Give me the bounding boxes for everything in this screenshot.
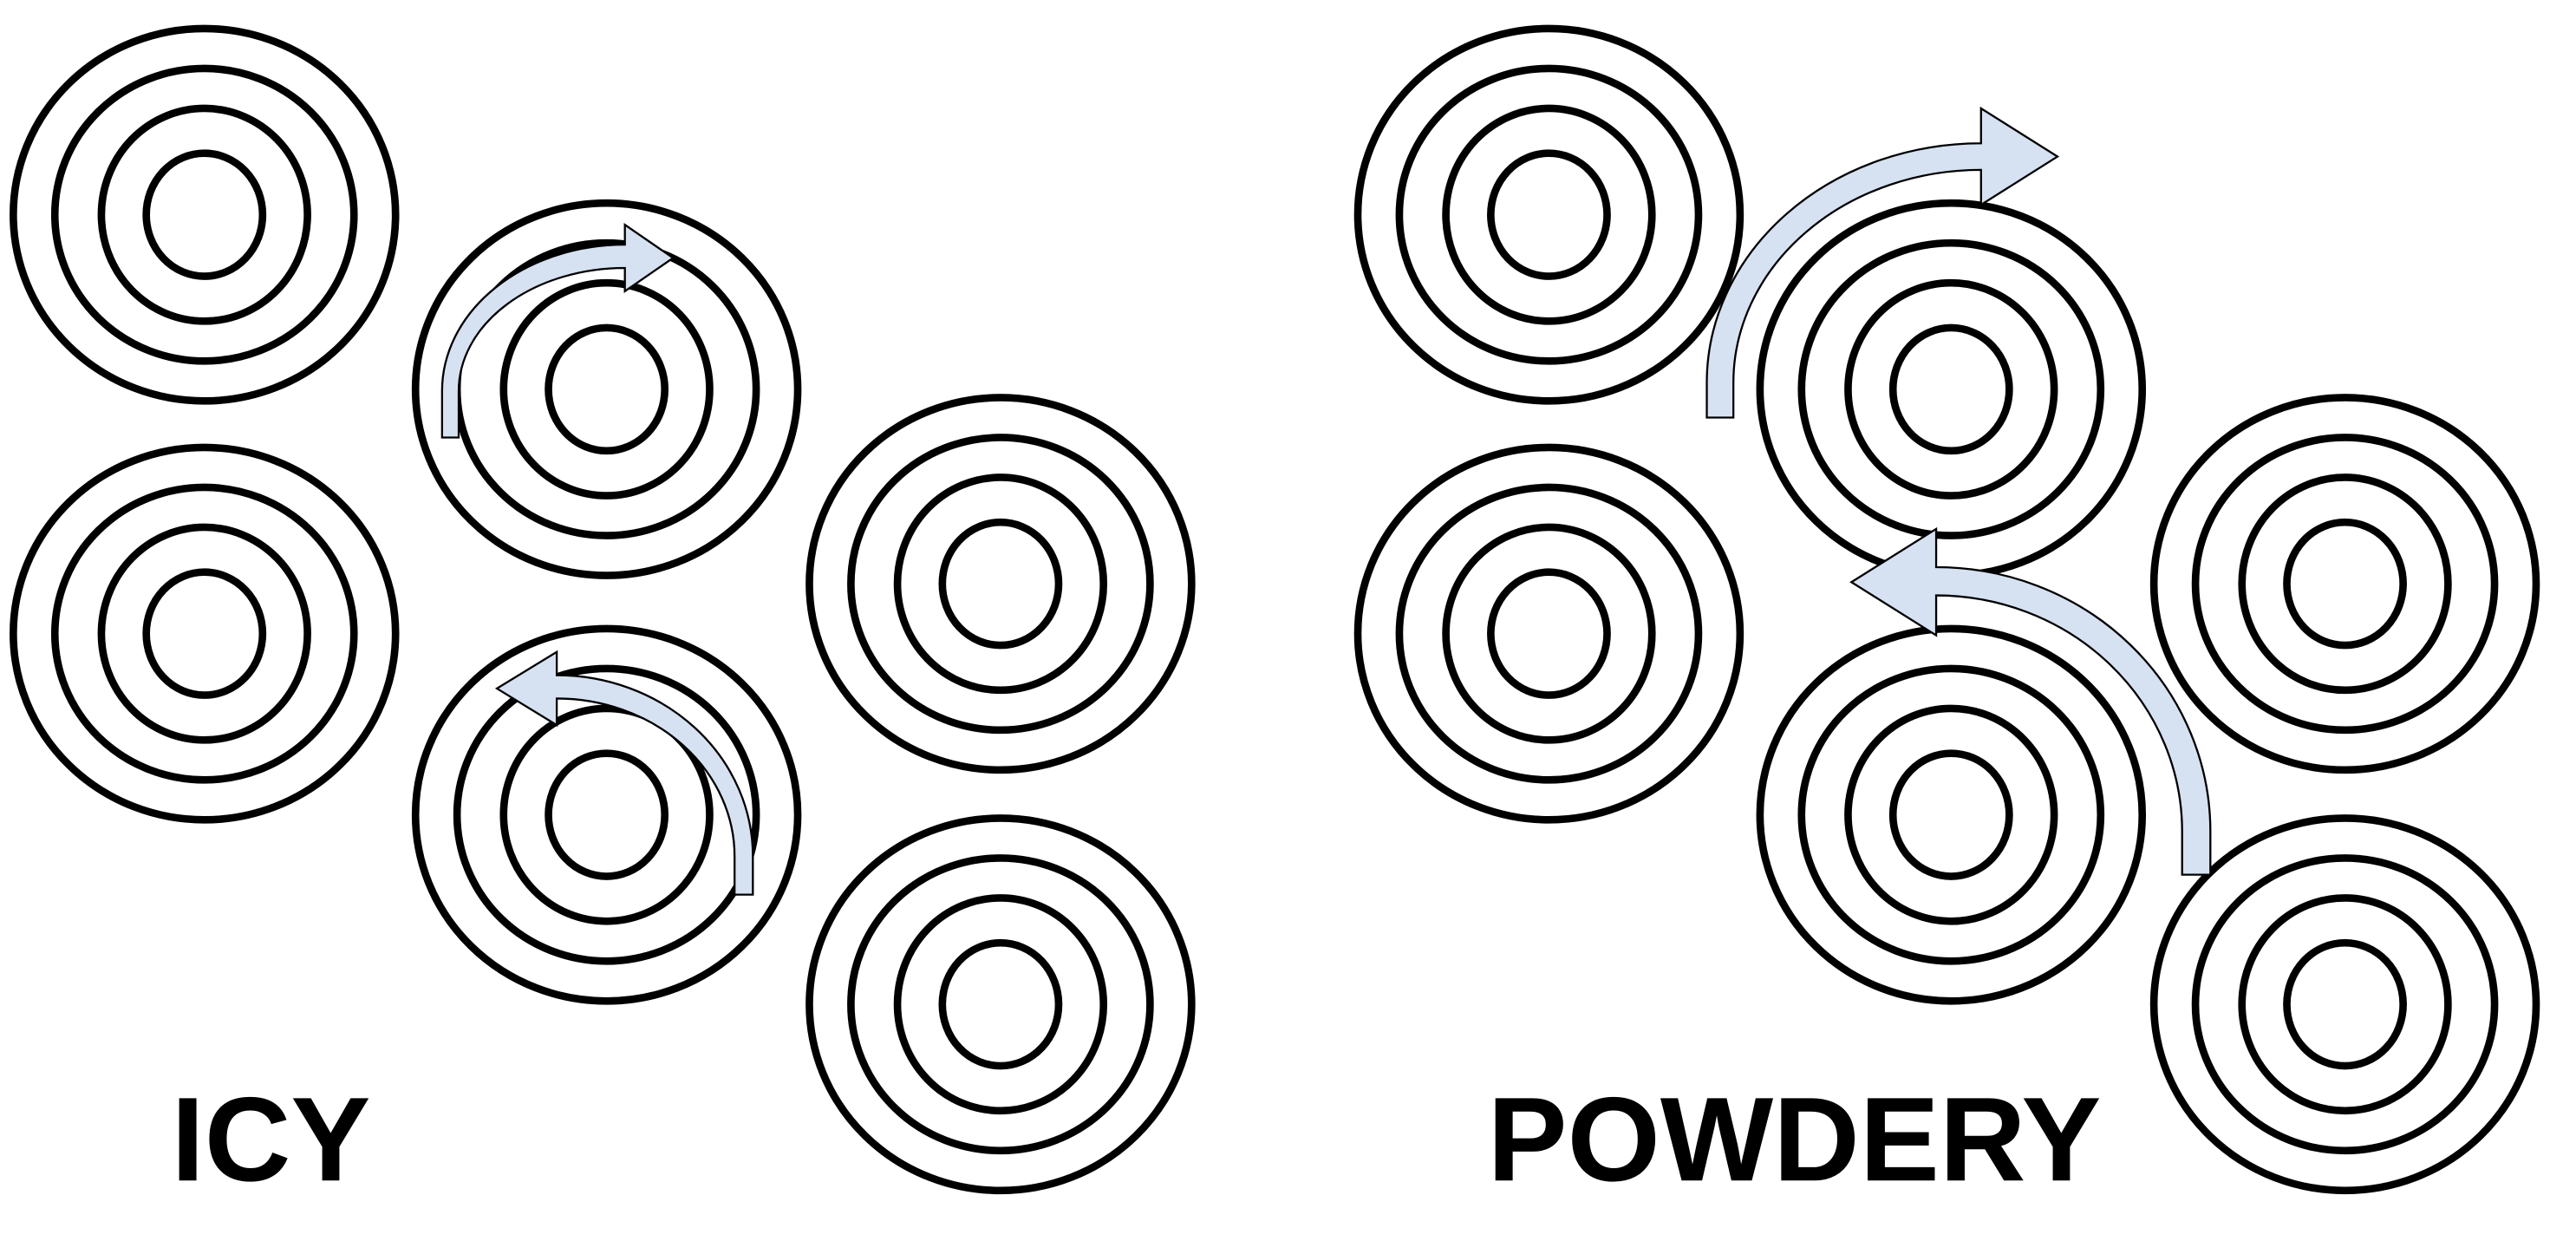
ring [453, 664, 760, 965]
ring [411, 624, 802, 1005]
ring [97, 104, 311, 325]
ring [50, 64, 358, 365]
ring [1797, 238, 2105, 539]
ring [1797, 664, 2105, 965]
ring [142, 149, 267, 280]
ring [2238, 474, 2452, 695]
ring [1442, 104, 1656, 325]
ring [938, 938, 1063, 1070]
rotation-arrow [1849, 526, 2212, 876]
ring [50, 483, 358, 784]
rotation-arrow [494, 650, 754, 896]
ring [2283, 518, 2407, 650]
ring [2149, 814, 2540, 1195]
ring [1353, 24, 1745, 405]
ring [1844, 704, 2058, 925]
ring [10, 443, 400, 824]
ring [1353, 443, 1745, 824]
ring [142, 568, 267, 699]
ring [2238, 894, 2452, 1115]
ring [893, 474, 1108, 695]
ring [805, 814, 1196, 1195]
ring [847, 854, 1154, 1155]
rotation-arrow [1705, 106, 2060, 419]
ring [1487, 568, 1611, 699]
ring [10, 24, 400, 405]
rotation-arrow [440, 222, 675, 439]
grain-rings [10, 24, 2540, 1195]
ring [938, 518, 1063, 650]
ring [1844, 278, 2058, 500]
ring [97, 523, 311, 744]
ring [545, 749, 669, 880]
ring [1395, 483, 1703, 784]
ring [499, 278, 714, 500]
panel-label: POWDERY [1488, 1073, 2102, 1206]
ring [2149, 394, 2540, 774]
ring [1888, 749, 2013, 880]
ring [545, 323, 669, 455]
ring [1756, 199, 2147, 579]
ring [893, 894, 1108, 1115]
ring [499, 704, 714, 925]
ring [1756, 624, 2147, 1005]
ring [2191, 434, 2499, 735]
ring [1395, 64, 1703, 365]
ring [2283, 938, 2407, 1070]
ring [1442, 523, 1656, 744]
ring [2191, 854, 2499, 1155]
ring [411, 199, 802, 579]
ring [1888, 323, 2013, 455]
ring [1487, 149, 1611, 280]
ring [805, 394, 1196, 774]
panel-label: ICY [171, 1073, 370, 1206]
ring [847, 434, 1154, 735]
